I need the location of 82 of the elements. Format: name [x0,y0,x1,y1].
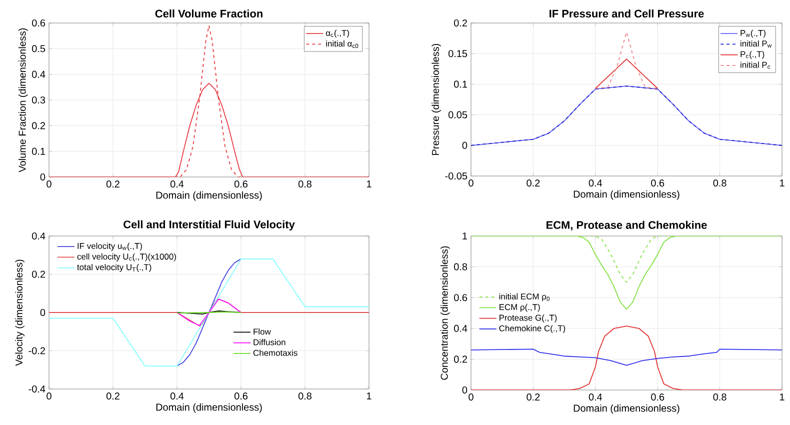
y-tick-label: 0.4 [32,70,46,78]
chart-title: Cell and Interstitial Fluid Velocity [124,220,295,230]
x-tick-label: 0.4 [170,392,184,400]
legend-label: IF velocity u$_{w}$(.,T) [78,242,142,251]
y-tick-label: -0.4 [28,385,46,393]
legend-label: ECM ρ(.,T) [500,304,540,312]
x-tick-label: 1 [367,392,372,400]
y-tick-label: 0 [462,386,468,394]
legend-label: initial P$_{c}$ [740,62,770,69]
chart-title: Cell Volume Fraction [155,9,262,18]
legend-label: Protease G(.,T) [500,314,557,322]
x-tick-label: 0.4 [588,180,602,187]
x-axis-title: Domain (dimensionless) [574,404,680,414]
y-tick-label: 0.2 [32,122,45,130]
y-tick-label: 0.15 [448,50,468,58]
legend-label: P$_{c}$(.,T) [740,50,764,59]
line-series [471,348,782,366]
y-axis-title: Concentration (dimensionless) [440,246,450,380]
x-tick-label: 0.2 [106,180,120,188]
chart-title: ECM, Protease and Chemokine [546,220,707,230]
y-tick-label: 0.1 [32,148,45,155]
x-tick-label: 0.4 [588,394,602,401]
y-tick-label: 0.5 [32,45,46,52]
y-tick-label: 0.2 [454,356,467,363]
y-tick-label: 0 [462,142,468,149]
y-tick-label: 0.6 [454,294,468,302]
y-tick-label: 0.1 [454,80,468,88]
line-series [594,32,658,89]
y-tick-label: 0 [40,173,46,181]
legend-label: cell velocity U$_{c}$(.,T)(x1000) [77,253,176,262]
x-tick-label: 0.6 [234,392,248,400]
legend-label: initial P$_{w}$ [740,40,772,48]
x-tick-label: 0.8 [298,180,312,188]
x-tick-label: 0 [468,180,474,187]
x-tick-label: 0.2 [526,394,540,401]
y-axis-title: Pressure (dimensionless) [432,44,441,155]
y-tick-label: 0.05 [448,111,468,118]
y-tick-label: 0.2 [32,270,45,278]
x-axis-title: Domain (dimensionless) [574,190,680,200]
y-tick-label: 1 [462,232,468,240]
y-tick-label: 0.3 [32,96,46,104]
line-series [471,326,782,390]
line-series [176,258,242,366]
x-tick-label: 0.6 [651,394,664,401]
x-tick-label: 0.8 [298,392,312,400]
x-tick-label: 0.4 [170,180,184,188]
x-tick-label: 0 [46,180,52,188]
x-axis-title: Domain (dimensionless) [156,191,262,201]
y-axis-title: Velocity (dimensionless) [15,260,24,366]
y-tick-label: -0.05 [445,172,468,180]
x-tick-label: 0.2 [526,180,540,187]
x-tick-label: 0 [468,394,474,401]
legend-label: Chemotaxis [253,350,298,356]
legend-label: α$_{c}$(.,T) [326,30,349,38]
x-tick-label: 0.8 [713,180,726,187]
y-axis-title: Volume Fraction (dimensionless) [18,28,28,172]
y-tick-label: 0.4 [32,232,46,240]
y-tick-label: -0.2 [28,347,45,354]
x-tick-label: 1 [780,180,784,186]
x-tick-label: 0.8 [713,394,726,401]
x-tick-label: 0.6 [234,180,248,188]
legend-label: Chemokine C(.,T) [499,325,566,333]
legend-label: initial α$_{c0}$ [326,40,358,48]
x-tick-label: 0.6 [651,180,664,187]
y-tick-label: 0.2 [454,19,467,27]
legend-label: initial ECM ρ$_{0}$ [499,293,550,302]
line-series [49,298,370,326]
x-tick-label: 0.2 [106,392,120,400]
y-tick-label: 0.4 [454,324,468,332]
y-tick-label: 0.6 [32,19,46,27]
y-tick-label: 0.8 [454,263,468,270]
x-tick-label: 1 [780,394,784,400]
x-tick-label: 1 [367,180,372,188]
x-tick-label: 0 [46,392,52,400]
y-tick-label: 0 [40,308,46,316]
legend-label: total velocity U$_{T}$(.,T) [77,264,152,272]
legend-label: Flow [254,328,271,335]
line-series [176,298,242,326]
legend-label: P$_{w}$(.,T) [740,30,766,38]
x-axis-title: Domain (dimensionless) [156,403,262,413]
legend-label: Diffusion [254,339,286,346]
chart-title: IF Pressure and Cell Pressure [550,9,704,18]
